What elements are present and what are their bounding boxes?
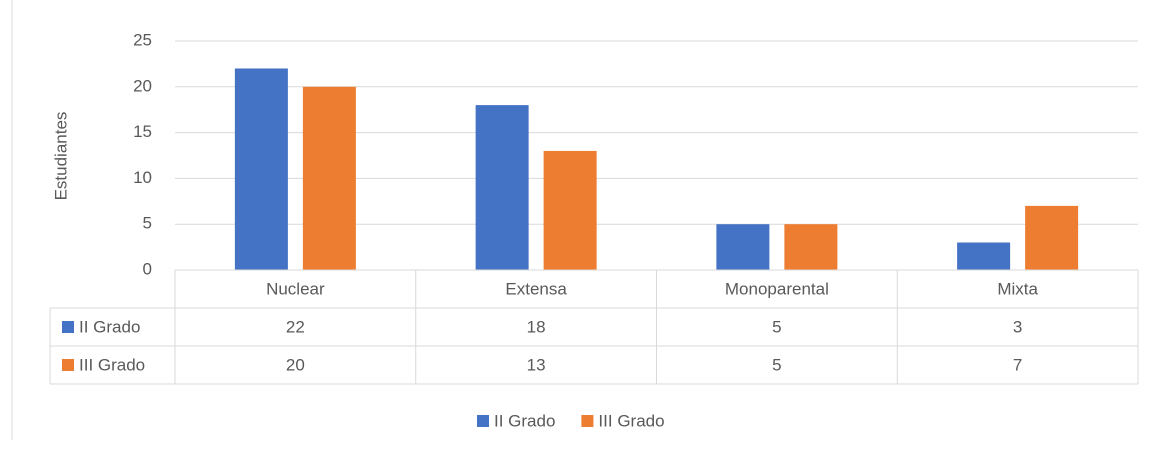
bar xyxy=(1025,205,1079,270)
x-tick-label: Mixta xyxy=(997,279,1038,298)
bar xyxy=(716,224,770,270)
y-tick-label: 20 xyxy=(133,76,152,95)
x-tick-label: Nuclear xyxy=(266,279,325,298)
y-tick-label: 0 xyxy=(143,259,152,278)
y-tick-label: 15 xyxy=(133,122,152,141)
bar xyxy=(784,224,838,270)
legend-key xyxy=(477,415,489,427)
bar xyxy=(302,86,356,270)
bar xyxy=(475,105,529,271)
x-tick-label: Monoparental xyxy=(725,279,829,298)
table-legend-key xyxy=(62,321,74,333)
legend-label: II Grado xyxy=(494,411,555,430)
table-cell: 22 xyxy=(286,317,305,336)
table-cell: 13 xyxy=(527,355,546,374)
legend-key xyxy=(581,415,594,427)
y-axis-title: Estudiantes xyxy=(51,112,70,201)
bar xyxy=(957,242,1011,270)
table-cell: 5 xyxy=(772,355,781,374)
table-row-label: III Grado xyxy=(79,355,145,374)
table-cell: 5 xyxy=(772,317,781,336)
bar xyxy=(543,150,597,270)
table-cell: 7 xyxy=(1013,355,1022,374)
x-tick-label: Extensa xyxy=(505,279,567,298)
table-row-label: II Grado xyxy=(79,317,140,336)
bar xyxy=(234,68,288,270)
table-legend-key xyxy=(62,359,74,371)
legend-label: III Grado xyxy=(598,411,664,430)
y-tick-label: 25 xyxy=(133,30,152,49)
y-tick-label: 5 xyxy=(143,214,152,233)
table-cell: 18 xyxy=(527,317,546,336)
y-tick-label: 10 xyxy=(133,168,152,187)
table-cell: 20 xyxy=(286,355,305,374)
table-cell: 3 xyxy=(1013,317,1022,336)
